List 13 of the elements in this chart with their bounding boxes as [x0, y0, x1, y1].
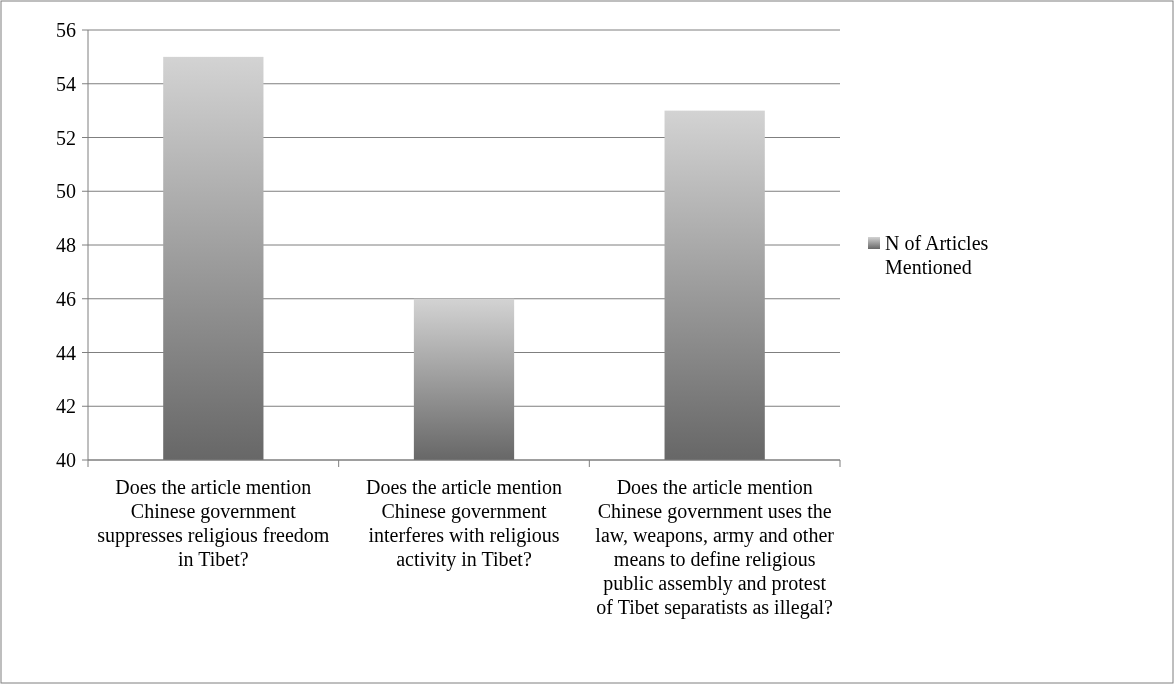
y-tick-label: 42 — [56, 395, 76, 418]
y-tick-label: 50 — [56, 180, 76, 203]
y-tick-label: 44 — [56, 341, 76, 364]
y-tick-label: 52 — [56, 126, 76, 149]
y-tick-label: 48 — [56, 234, 76, 256]
legend-label: N of Articles Mentioned — [885, 232, 989, 278]
y-tick-label: 56 — [56, 19, 76, 41]
y-tick-label: 54 — [56, 72, 76, 95]
x-tick-label: Does the article mention Chinese government interferes with religious activity in Tibet? — [365, 476, 563, 571]
x-tick-label: Does the article mention Chinese government suppresses religious freedom in Tibet? — [97, 476, 330, 570]
x-tick-label: Does the article mention Chinese government uses the law, weapons, army and other means to define religious public assembly and protest of Tibet separatists as illegal? — [595, 476, 835, 619]
y-tick-label: 40 — [56, 449, 76, 471]
y-tick-label: 46 — [56, 287, 76, 310]
